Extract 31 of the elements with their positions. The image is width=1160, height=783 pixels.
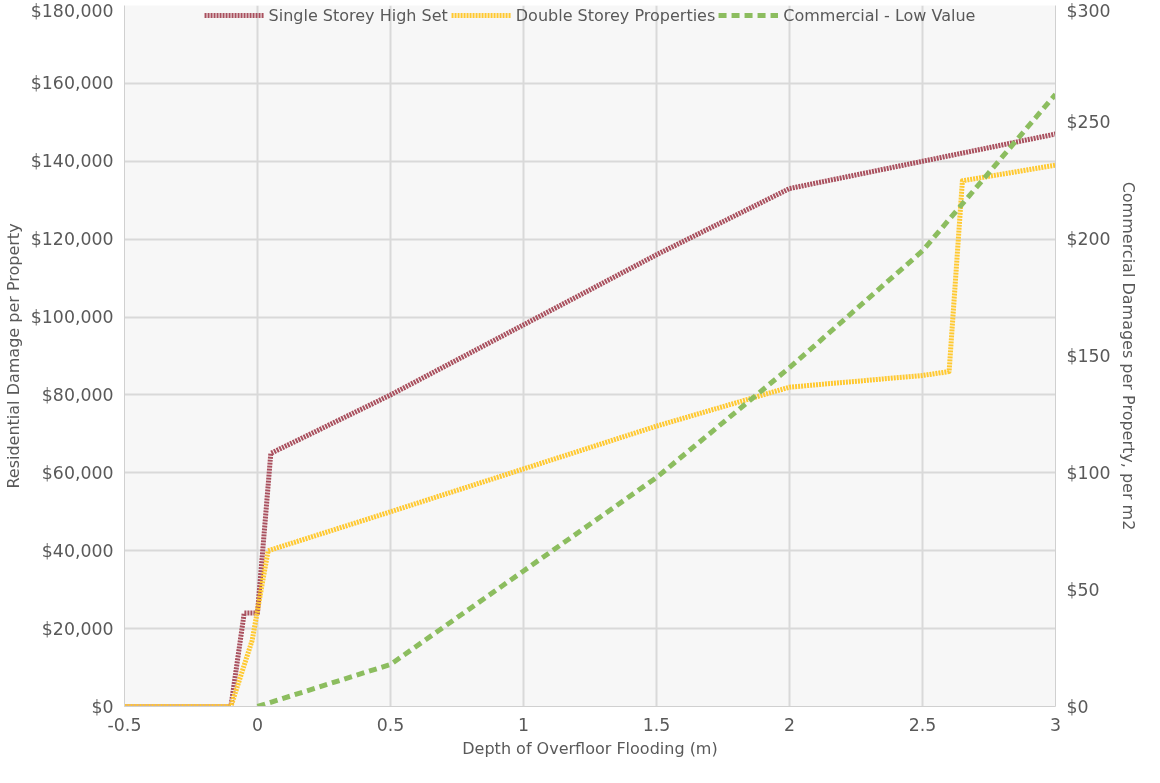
x-axis-title: Depth of Overfloor Flooding (m)	[462, 738, 718, 758]
x-tick-label: 1	[517, 714, 530, 735]
y-tick-label: $0	[91, 696, 114, 717]
y2-tick-label: $200	[1066, 229, 1111, 250]
y-tick-label: $140,000	[30, 151, 114, 172]
y-tick-label: $120,000	[30, 229, 114, 250]
y2-tick-label: $50	[1066, 579, 1100, 600]
y2-tick-label: $150	[1066, 346, 1111, 366]
y2-tick-label: $250	[1066, 112, 1111, 133]
y2-tick-label: $0	[1066, 696, 1089, 717]
y2-axis-title: Commercial Damages per Property, per m2	[1118, 181, 1138, 531]
x-tick-label: -0.5	[107, 714, 142, 735]
legend-label: Double Storey Properties	[515, 5, 716, 25]
y-tick-label: $100,000	[30, 307, 114, 328]
y-tick-label: $160,000	[30, 73, 114, 94]
legend-label: Commercial - Low Value	[783, 5, 976, 25]
x-tick-label: 2.5	[908, 714, 937, 735]
legend-label: Single Storey High Set	[268, 5, 448, 25]
y-tick-label: $180,000	[30, 0, 114, 21]
x-tick-label: 1.5	[642, 714, 671, 735]
x-tick-label: 3	[1049, 714, 1062, 735]
x-tick-label: 0.5	[376, 714, 405, 735]
y2-tick-label: $300	[1066, 0, 1111, 21]
y-tick-label: $20,000	[41, 618, 114, 639]
y2-tick-label: $100	[1066, 462, 1111, 483]
y-axis-title: Residential Damage per Property	[3, 223, 23, 489]
y-tick-label: $60,000	[41, 462, 114, 483]
x-tick-label: 2	[783, 714, 796, 735]
x-tick-label: 0	[251, 714, 264, 735]
y-tick-label: $80,000	[41, 384, 114, 405]
y-tick-label: $40,000	[41, 540, 114, 561]
